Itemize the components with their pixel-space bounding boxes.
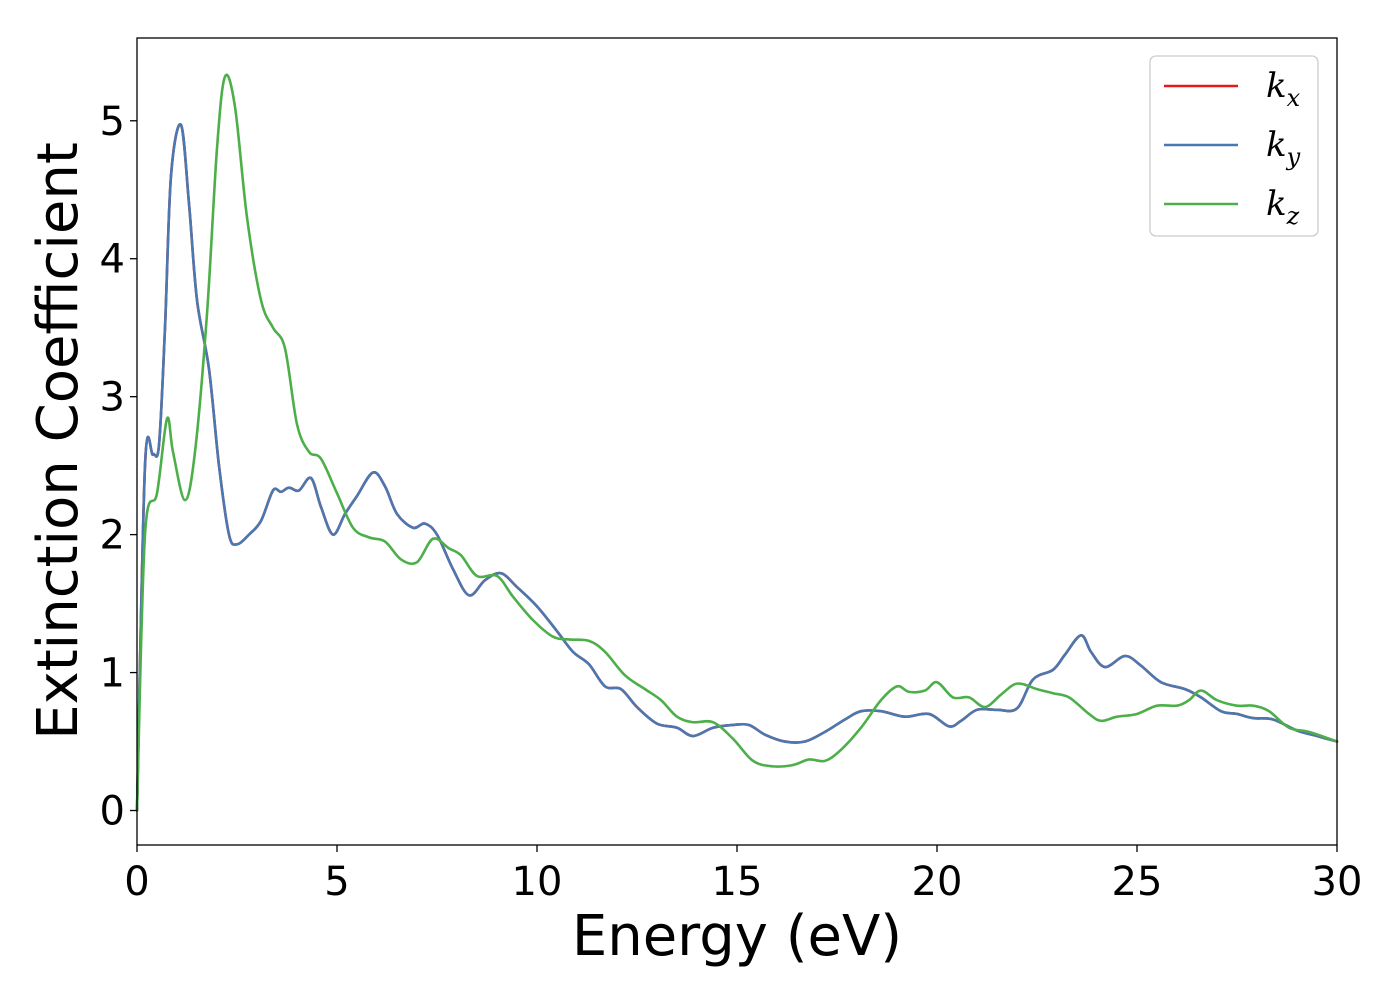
y-tick-label: 1	[100, 651, 125, 697]
y-axis-ticks: 0 1 2 3 4 5	[100, 99, 137, 835]
x-tick-label: 5	[324, 859, 349, 905]
series-layer	[135, 73, 1339, 812]
x-tick-label: 10	[512, 859, 563, 905]
legend-label-k-y: ky	[1266, 125, 1301, 171]
series-line-k-y	[135, 123, 1339, 812]
series-line-k-z	[135, 73, 1339, 812]
x-tick-label: 20	[912, 859, 963, 905]
x-tick-label: 30	[1312, 859, 1363, 905]
x-axis-title: Energy (eV)	[572, 904, 902, 969]
y-tick-label: 0	[100, 789, 125, 835]
y-tick-label: 3	[100, 375, 125, 421]
legend-label-k-x: kx	[1266, 66, 1301, 112]
x-tick-label: 0	[124, 859, 149, 905]
y-tick-label: 4	[100, 237, 125, 283]
x-axis-ticks: 0 5 10 15 20 25 30	[124, 845, 1362, 905]
x-tick-label: 25	[1112, 859, 1163, 905]
legend: kx ky kz	[1149, 55, 1319, 237]
x-tick-label: 15	[712, 859, 763, 905]
legend-label-k-z: kz	[1266, 184, 1300, 230]
y-tick-label: 2	[100, 513, 125, 559]
y-tick-label: 5	[100, 99, 125, 145]
y-axis-title: Extinction Coefficient	[26, 142, 91, 740]
